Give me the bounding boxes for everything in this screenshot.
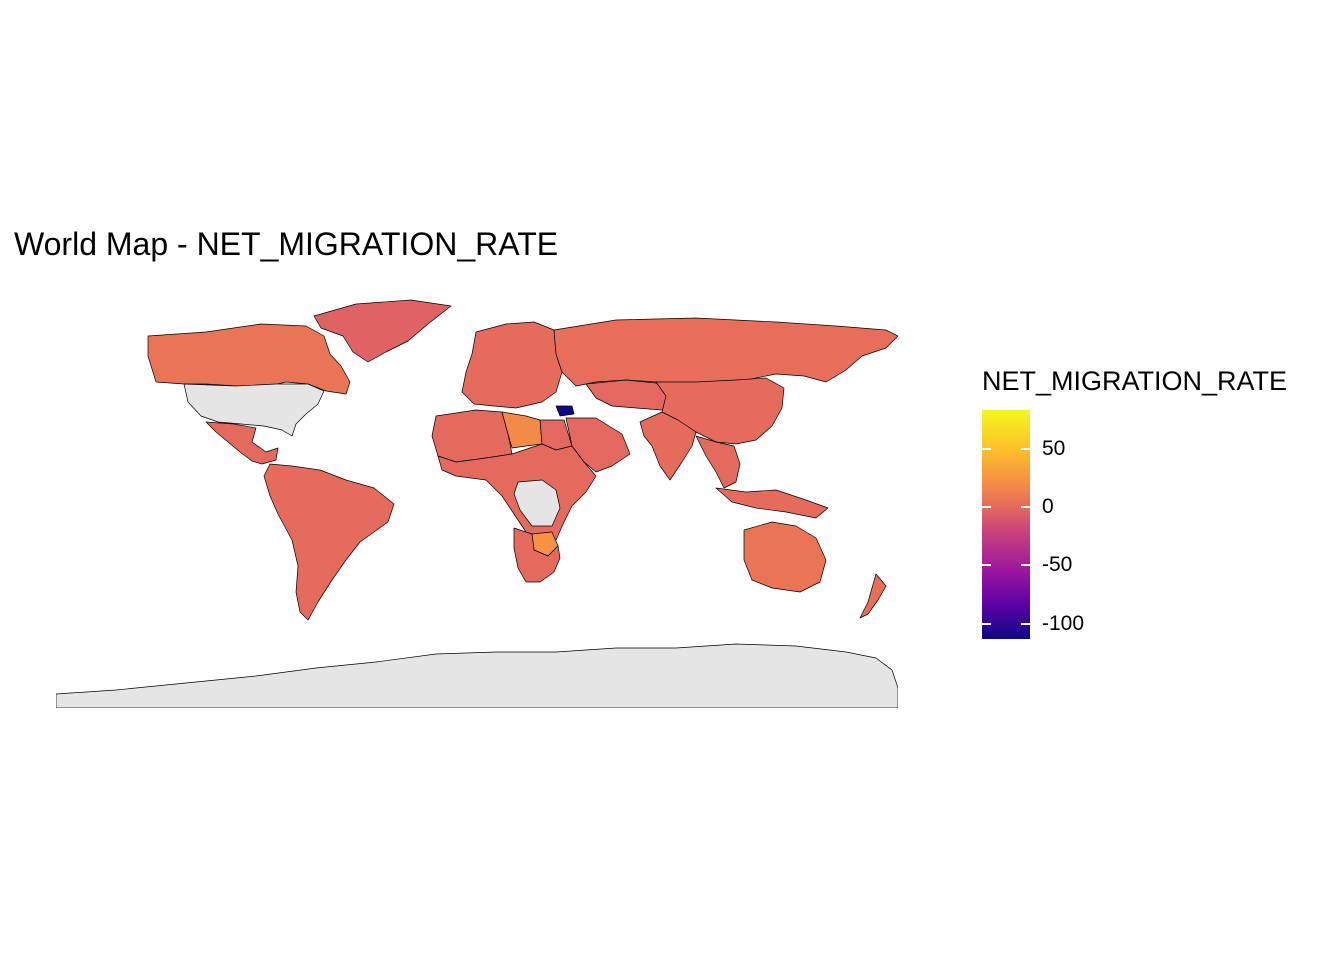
legend-title: NET_MIGRATION_RATE: [982, 366, 1288, 396]
region-antarctica: [56, 643, 898, 708]
region-new-zealand: [859, 573, 887, 619]
region-europe: [461, 321, 563, 409]
world-map: [56, 299, 898, 708]
region-syria: [555, 405, 575, 417]
region-russia: [553, 317, 898, 387]
region-south-america: [263, 463, 395, 621]
region-southeast-asia: [695, 435, 741, 489]
region-dr-congo: [513, 479, 561, 527]
legend-colorbar: [982, 410, 1030, 639]
region-indonesia: [715, 487, 829, 519]
region-greenland: [313, 299, 452, 363]
legend-tick-label: 0: [1042, 494, 1054, 518]
region-united-states: [183, 383, 325, 437]
region-canada: [147, 323, 351, 395]
region-libya: [501, 411, 543, 449]
region-mexico: [205, 421, 279, 465]
region-arabian-peninsula: [565, 417, 631, 473]
legend-tick-label: 50: [1042, 436, 1066, 460]
region-australia: [743, 521, 827, 593]
legend-tick-label: -100: [1042, 611, 1085, 635]
region-india: [639, 411, 697, 481]
region-north-africa: [431, 409, 513, 463]
region-southern-africa: [513, 527, 561, 583]
legend-tick-label: -50: [1042, 553, 1073, 577]
map-title: World Map - NET_MIGRATION_RATE: [14, 226, 559, 262]
